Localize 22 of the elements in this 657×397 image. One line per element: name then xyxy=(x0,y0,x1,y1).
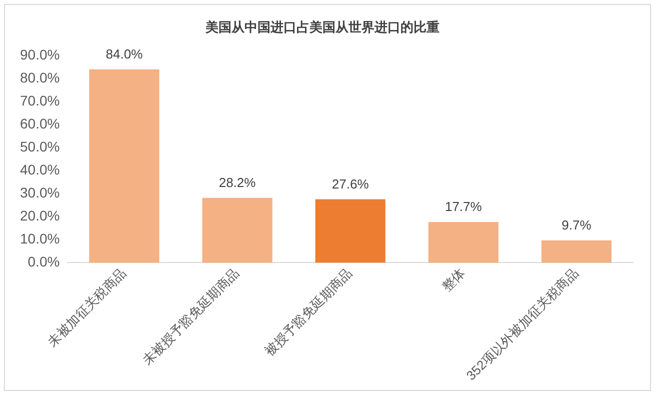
y-tick-label: 50.0% xyxy=(20,138,60,155)
y-tick-label: 10.0% xyxy=(20,230,60,247)
y-tick-label: 40.0% xyxy=(20,162,60,178)
chart-title: 美国从中国进口占美国从世界进口的比重 xyxy=(204,19,440,34)
x-tick-label: 被授予豁免延期商品 xyxy=(262,265,355,359)
y-tick-label: 20.0% xyxy=(20,208,60,224)
data-label: 17.7% xyxy=(444,199,482,214)
data-label: 84.0% xyxy=(106,46,144,62)
bar xyxy=(89,69,160,263)
data-label: 28.2% xyxy=(218,174,256,190)
data-label: 9.7% xyxy=(562,217,592,232)
y-tick-label: 70.0% xyxy=(20,92,60,108)
y-tick-label: 30.0% xyxy=(20,184,60,201)
y-tick-label: 90.0% xyxy=(20,46,60,62)
bar xyxy=(315,199,386,263)
bar xyxy=(428,222,498,263)
y-tick-label: 80.0% xyxy=(20,69,60,86)
data-label: 27.6% xyxy=(332,176,370,192)
bar xyxy=(202,198,272,263)
x-tick-label: 未被授予豁免延期商品 xyxy=(139,265,242,368)
y-tick-label: 60.0% xyxy=(20,115,60,132)
bar xyxy=(541,240,612,263)
